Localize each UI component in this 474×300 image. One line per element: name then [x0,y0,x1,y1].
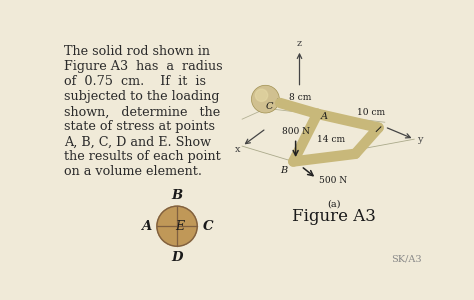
Text: B: B [280,166,287,175]
Text: C: C [265,102,273,111]
Text: 800 N: 800 N [282,127,310,136]
Text: B: B [172,189,182,202]
Text: E: E [175,220,185,233]
Text: 500 N: 500 N [319,176,347,185]
Text: subjected to the loading: subjected to the loading [64,90,219,103]
Text: shown,   determine   the: shown, determine the [64,105,220,118]
Text: 14 cm: 14 cm [317,135,345,144]
Text: A: A [321,112,328,121]
Text: on a volume element.: on a volume element. [64,165,202,178]
Text: the results of each point: the results of each point [64,150,221,163]
Circle shape [255,89,268,101]
Text: A: A [141,220,152,233]
Text: 8 cm: 8 cm [289,93,311,102]
Text: 10 cm: 10 cm [357,108,385,117]
Text: z: z [297,38,302,47]
Text: SK/A3: SK/A3 [392,254,422,263]
Text: The solid rod shown in: The solid rod shown in [64,45,210,58]
Text: Figure A3: Figure A3 [292,208,376,226]
Text: Figure A3  has  a  radius: Figure A3 has a radius [64,60,222,73]
Text: y: y [417,135,423,144]
Text: (a): (a) [328,200,341,209]
Text: A, B, C, D and E. Show: A, B, C, D and E. Show [64,135,211,148]
Text: C: C [202,220,213,233]
Text: x: x [235,145,240,154]
Text: D: D [171,251,183,264]
Text: of  0.75  cm.    If  it  is: of 0.75 cm. If it is [64,75,206,88]
Text: state of stress at points: state of stress at points [64,120,215,133]
Circle shape [157,206,197,246]
Circle shape [251,85,279,113]
